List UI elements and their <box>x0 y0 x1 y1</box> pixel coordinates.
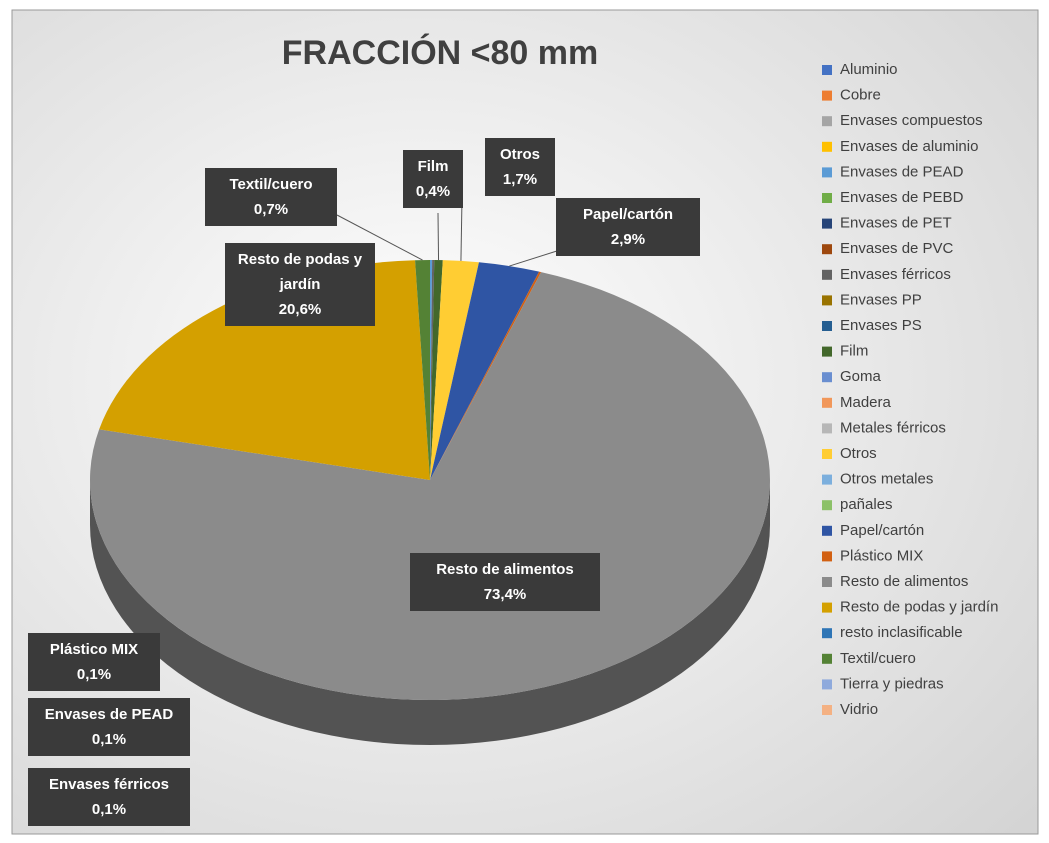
legend-label: Envases de PVC <box>840 240 954 257</box>
value-label: 73,4% <box>483 586 527 603</box>
legend-swatch <box>822 449 832 459</box>
legend-label: Goma <box>840 368 882 385</box>
leader-line <box>509 249 561 267</box>
value-label: 0,1% <box>91 731 127 748</box>
slice <box>430 260 433 480</box>
category-label: Textil/cuero <box>229 176 313 193</box>
legend-swatch <box>822 551 832 562</box>
value-label: 20,6% <box>278 301 322 318</box>
data-label: Papel/cartón 2,9% <box>556 198 700 256</box>
category-label: Envases férricos <box>48 776 170 793</box>
value-label: 1,7% <box>502 171 538 188</box>
legend-swatch <box>822 474 832 485</box>
data-label: Resto de alimentos 73,4% <box>410 553 600 611</box>
legend-label: resto inclasificable <box>840 624 963 641</box>
legend-swatch <box>822 679 832 690</box>
value-label: 2,9% <box>610 231 646 248</box>
legend-label: Resto de podas y jardín <box>840 599 998 616</box>
legend-label: Envases férricos <box>840 266 951 283</box>
legend-swatch <box>822 65 832 75</box>
leader-line <box>336 214 423 261</box>
slice <box>430 271 542 480</box>
category-label: Envases de PEAD <box>44 706 174 723</box>
legend-label: Envases de aluminio <box>840 138 978 155</box>
slice <box>430 262 540 480</box>
legend-label: pañales <box>840 496 893 513</box>
slice <box>430 260 443 480</box>
legend-swatch <box>822 244 832 255</box>
legend-label: Envases PS <box>840 317 922 334</box>
legend-swatch <box>822 141 832 152</box>
legend-swatch <box>822 167 832 178</box>
data-label: Envases férricos 0,1% <box>28 768 190 826</box>
slice <box>430 260 435 480</box>
legend-label: Plástico MIX <box>840 547 923 564</box>
data-label: Resto de podas y jardín 20,6% <box>225 243 375 326</box>
legend-swatch <box>822 372 832 383</box>
legend-label: Textil/cuero <box>840 650 916 667</box>
legend-label: Papel/cartón <box>840 522 924 539</box>
data-label: Otros 1,7% <box>485 138 555 196</box>
legend-swatch <box>822 397 832 408</box>
legend-swatch <box>822 193 832 203</box>
value-label: 0,1% <box>76 666 112 683</box>
category-label: Film <box>417 158 449 175</box>
legend-label: Envases de PEBD <box>840 189 964 206</box>
legend-label: Otros metales <box>840 471 933 488</box>
legend-label: Film <box>840 343 868 360</box>
legend-label: Tierra y piedras <box>840 675 944 692</box>
data-label: Film 0,4% <box>403 150 463 208</box>
slice <box>90 272 771 700</box>
legend-swatch <box>822 218 832 229</box>
legend-swatch <box>822 628 832 639</box>
legend-swatch <box>822 346 832 357</box>
data-label: Envases de PEAD 0,1% <box>28 698 190 756</box>
category-label: Papel/cartón <box>582 206 674 223</box>
leader-line <box>460 197 463 261</box>
slice <box>430 260 479 480</box>
legend-label: Metales férricos <box>840 419 946 436</box>
legend-swatch <box>822 653 832 664</box>
data-label: Plástico MIX 0,1% <box>28 633 160 691</box>
legend-label: Envases PP <box>840 291 922 308</box>
value-label: 0,7% <box>253 201 289 218</box>
legend-swatch <box>822 116 832 127</box>
legend-label: Otros <box>840 445 877 462</box>
category-label: Resto de podas y jardín <box>237 251 363 293</box>
legend-label: Envases de PEAD <box>840 163 964 180</box>
category-label: Resto de alimentos <box>436 561 574 578</box>
value-label: 0,1% <box>91 801 127 818</box>
legend-swatch <box>822 705 832 715</box>
legend-swatch <box>822 295 832 306</box>
legend-swatch <box>822 577 832 587</box>
legend-swatch <box>822 500 832 511</box>
leader-line <box>437 212 440 261</box>
slice <box>415 260 430 480</box>
legend-label: Vidrio <box>840 701 878 718</box>
legend-label: Resto de alimentos <box>840 573 968 590</box>
legend-swatch <box>822 423 832 434</box>
slice-side <box>90 480 770 745</box>
legend-label: Envases de PET <box>840 215 952 232</box>
legend-label: Envases compuestos <box>840 112 983 129</box>
legend-swatch <box>822 525 832 536</box>
data-label: Textil/cuero 0,7% <box>205 168 337 226</box>
legend-swatch <box>822 90 832 101</box>
legend-swatch <box>822 321 832 331</box>
legend-label: Cobre <box>840 87 881 104</box>
category-label: Plástico MIX <box>49 641 139 658</box>
legend-label: Aluminio <box>840 61 898 78</box>
legend-swatch <box>822 602 832 613</box>
legend-swatch <box>822 269 832 280</box>
category-label: Otros <box>499 146 540 163</box>
legend-label: Madera <box>840 394 892 411</box>
chart-title: FRACCIÓN <80 mm <box>282 34 598 72</box>
value-label: 0,4% <box>415 183 451 200</box>
